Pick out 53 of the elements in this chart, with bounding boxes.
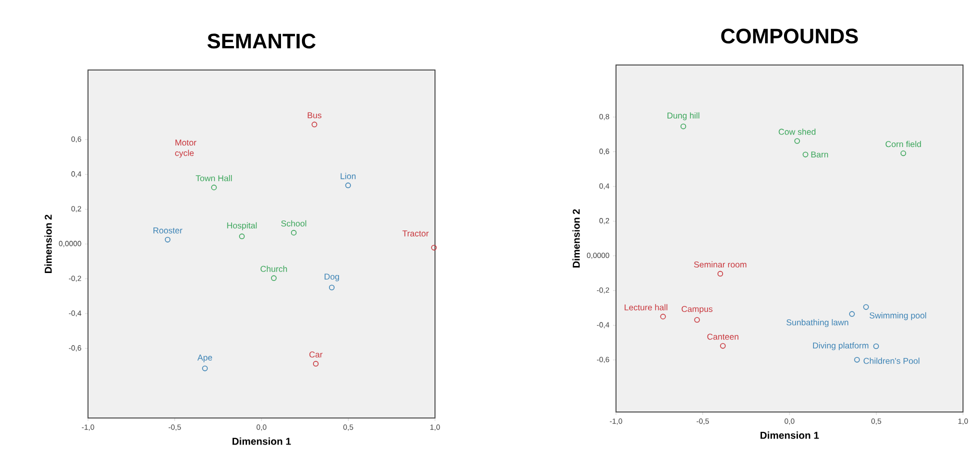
point xyxy=(900,150,906,156)
series-label: Lecture hall xyxy=(624,304,668,310)
series-label: Dog xyxy=(324,274,339,282)
series-label: Campus xyxy=(682,306,712,314)
point xyxy=(211,184,217,190)
series-label: Church xyxy=(260,266,287,272)
series-label: Car xyxy=(309,352,322,358)
series-label: Lion xyxy=(340,172,356,180)
chart-title: COMPOUNDS xyxy=(721,28,858,44)
x-axis-title: Dimension 1 xyxy=(232,438,291,445)
series-label: School xyxy=(281,220,306,226)
point xyxy=(313,360,319,367)
point xyxy=(873,343,879,350)
point xyxy=(794,138,800,144)
series-label: Seminar room xyxy=(694,261,746,268)
chart-title: SEMANTIC xyxy=(207,34,316,48)
series-label: Dung hill xyxy=(668,112,700,120)
point xyxy=(854,356,860,363)
point xyxy=(345,182,351,188)
y-axis-title: Dimension 2 xyxy=(572,209,580,268)
annotation: Motor cycle xyxy=(175,140,196,158)
series-label: Children's Pool xyxy=(864,358,920,364)
series-label: Town Hall xyxy=(196,175,232,182)
point xyxy=(863,304,869,310)
point xyxy=(164,236,170,242)
series-label: Sunbathing lawn xyxy=(786,319,848,328)
y-axis-title: Dimension 2 xyxy=(44,214,52,273)
point xyxy=(680,124,686,130)
series-label: Diving platform xyxy=(813,342,868,350)
series-label: Ape xyxy=(197,354,212,362)
series-label: Rooster xyxy=(154,228,182,234)
point xyxy=(849,311,855,317)
x-axis-title: Dimension 1 xyxy=(760,432,819,439)
series-label: Barn xyxy=(811,152,828,158)
series-label: Corn field xyxy=(886,140,921,148)
series-label: Bus xyxy=(308,112,322,118)
point xyxy=(202,366,208,372)
point xyxy=(328,284,335,290)
point xyxy=(290,230,297,236)
series-label: Cow shed xyxy=(778,128,816,135)
point xyxy=(717,270,724,277)
point xyxy=(271,275,277,281)
point xyxy=(720,343,726,349)
point xyxy=(802,152,808,158)
point xyxy=(660,314,666,320)
series-label: Tractor xyxy=(402,230,429,236)
point xyxy=(239,234,245,240)
series-label: Swimming pool xyxy=(870,312,926,320)
series-label: Canteen xyxy=(707,334,738,340)
point xyxy=(694,317,700,323)
point xyxy=(431,244,437,250)
series-label: Hospital xyxy=(227,222,257,230)
point xyxy=(312,122,318,128)
